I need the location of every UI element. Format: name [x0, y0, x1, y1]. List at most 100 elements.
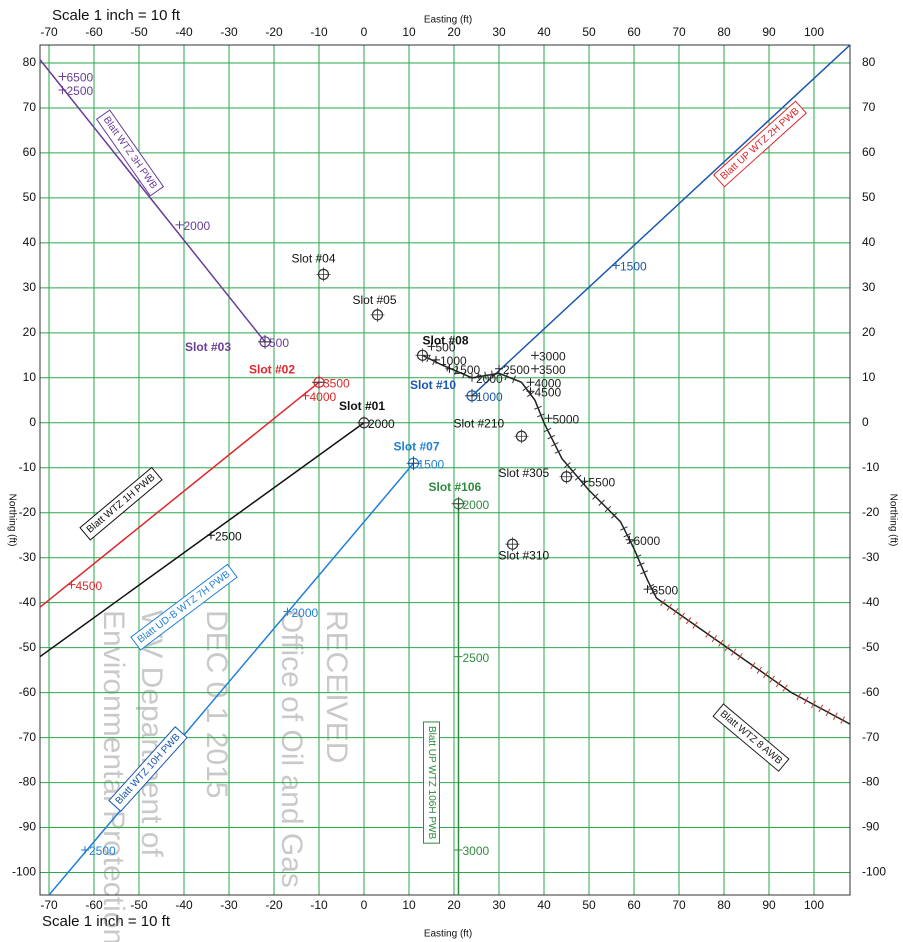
x-tick-label: 20: [447, 898, 461, 912]
y-tick-label: -10: [19, 460, 37, 474]
x-tick-label: -60: [85, 25, 103, 39]
y-tick-label: 70: [862, 100, 876, 114]
slot-label: Slot #07: [394, 439, 440, 453]
series-label: Blatt UP WTZ 106H PWB: [423, 721, 440, 844]
well-path: [40, 58, 266, 343]
path-hatch: [426, 354, 431, 363]
y-tick-label: -90: [862, 820, 880, 834]
legend-box: [108, 726, 188, 812]
depth-label: 1000: [476, 390, 503, 404]
x-tick-label: 60: [627, 25, 641, 39]
x-tick-label: -10: [310, 898, 328, 912]
depth-label: 4000: [310, 390, 337, 404]
path-hatch: [730, 648, 737, 656]
depth-label: 5500: [589, 475, 616, 489]
depth-label: 1500: [418, 457, 445, 471]
path-hatch: [504, 372, 509, 381]
legend-box: [130, 563, 238, 651]
x-tick-label: 50: [582, 898, 596, 912]
slot-label: Slot #04: [292, 252, 336, 266]
y-tick-label: -30: [862, 550, 880, 564]
depth-label: 2500: [89, 844, 116, 858]
depth-label: 500: [269, 336, 289, 350]
slot-label: Slot #310: [499, 548, 550, 562]
path-hatch: [640, 570, 648, 575]
x-tick-label: 30: [492, 898, 506, 912]
slot-label: Slot #08: [423, 333, 469, 347]
slot-label: Slot #210: [454, 416, 505, 430]
path-hatch: [750, 662, 756, 670]
x-tick-label: 30: [492, 25, 506, 39]
legend-box: [95, 109, 165, 197]
x-tick-label: -40: [175, 25, 193, 39]
y-tick-label: 10: [862, 370, 876, 384]
path-hatch: [633, 554, 642, 559]
path-hatch: [550, 442, 559, 447]
y-tick-label: -80: [862, 775, 880, 789]
path-hatch: [769, 675, 775, 683]
slot-cross: [258, 334, 272, 349]
path-hatch: [679, 612, 685, 620]
path-hatch: [598, 499, 605, 507]
path-hatch: [491, 370, 494, 379]
x-tick-label: 60: [627, 898, 641, 912]
stamp-text: Office of Oil and Gas: [275, 610, 308, 888]
x-tick-label: 0: [361, 25, 368, 39]
y-tick-label: -40: [19, 595, 37, 609]
depth-tick: [175, 220, 184, 229]
depth-tick: [526, 378, 535, 387]
slot-cross: [559, 469, 574, 484]
y-tick-label: -60: [862, 685, 880, 699]
x-tick-label: 100: [804, 898, 824, 912]
depth-label: 2000: [184, 219, 211, 233]
legend-label: Blatt UP WTZ 106H PWB: [426, 726, 437, 840]
y-tick-label: 20: [23, 325, 37, 339]
y-tick-label: 70: [23, 100, 37, 114]
x-tick-label: 80: [717, 25, 731, 39]
slot-cross: [406, 456, 421, 471]
x-tick-label: 10: [402, 25, 416, 39]
depth-label: 4500: [76, 579, 103, 593]
depth-label: 2000: [368, 417, 395, 431]
stamp-text: DEC 0 1 2015: [200, 610, 233, 798]
depth-tick: [207, 531, 215, 540]
depth-label: 2000: [476, 372, 503, 386]
y-tick-label: -20: [19, 505, 37, 519]
depth-tick: [454, 652, 463, 661]
path-hatch: [564, 462, 571, 469]
x-tick-label: -60: [85, 898, 103, 912]
y-tick-label: -100: [12, 865, 36, 879]
path-hatch: [803, 696, 809, 705]
path-hatch: [554, 449, 563, 454]
depth-tick: [531, 364, 539, 373]
stamp-text: Environmental Protection: [97, 610, 130, 942]
y-tick-label: -40: [862, 595, 880, 609]
path-hatch: [484, 371, 487, 380]
path-hatch: [454, 367, 459, 375]
y-tick-label: -100: [862, 865, 886, 879]
depth-tick: [625, 535, 634, 544]
path-hatch: [569, 468, 577, 475]
path-hatch: [636, 562, 645, 567]
path-hatch: [796, 692, 802, 701]
x-axis-title: Easting (ft): [424, 15, 472, 26]
path-hatch: [673, 608, 679, 616]
slot-cross: [505, 537, 520, 552]
path-hatch: [833, 712, 838, 720]
x-tick-label: 80: [717, 898, 731, 912]
depth-label: 3000: [463, 844, 490, 858]
slot-label: Slot #02: [249, 362, 295, 376]
depth-label: 6500: [67, 71, 94, 85]
path-hatch: [626, 539, 635, 545]
y-tick-label: 30: [862, 280, 876, 294]
path-hatch: [604, 505, 612, 513]
path-hatch: [775, 680, 782, 688]
x-tick-label: -70: [40, 25, 58, 39]
y-tick-label: 50: [23, 190, 37, 204]
slot-cross: [415, 348, 430, 363]
path-hatch: [811, 700, 816, 709]
well-path: [422, 354, 850, 725]
y-tick-label: 60: [862, 145, 876, 159]
well-path: [40, 381, 320, 608]
x-tick-label: 20: [447, 25, 461, 39]
